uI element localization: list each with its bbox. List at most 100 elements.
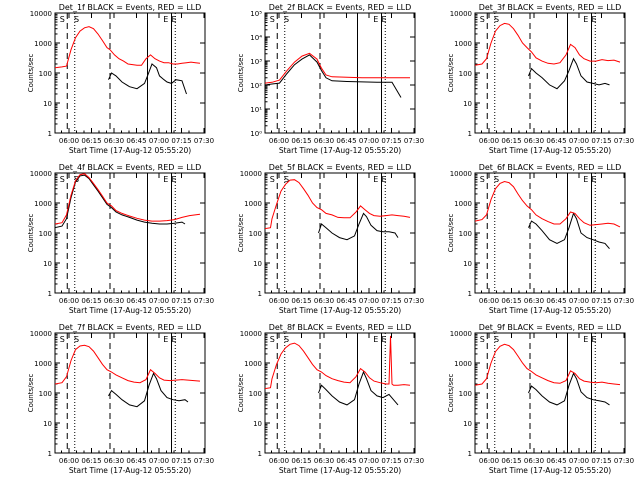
corner-letter: S — [74, 15, 79, 24]
x-tick-label: 06:30 — [314, 297, 334, 305]
corner-letter: E — [373, 15, 378, 24]
corner-letter: S — [494, 175, 499, 184]
y-tick-label: 1000 — [244, 200, 262, 208]
x-tick-label: 06:30 — [104, 137, 124, 145]
x-tick-label: 06:30 — [314, 457, 334, 465]
y-axis-label: Counts/sec — [27, 374, 35, 413]
y-tick-label: 100 — [249, 230, 262, 238]
corner-letter: S — [284, 335, 289, 344]
x-tick-label: 07:30 — [614, 297, 634, 305]
corner-letter: E — [163, 335, 168, 344]
y-tick-label: 10² — [250, 82, 262, 90]
x-axis-label: Start Time (17-Aug-12 05:55:20) — [69, 146, 191, 155]
x-tick-label: 06:15 — [81, 137, 101, 145]
y-tick-label: 10 — [43, 420, 52, 428]
x-tick-label: 06:45 — [546, 457, 566, 465]
plot-frame — [474, 332, 626, 454]
y-axis-label: Counts/sec — [447, 374, 455, 413]
y-tick-label: 10000 — [450, 330, 472, 338]
corner-letter: S — [494, 335, 499, 344]
corner-letter: S — [480, 15, 485, 24]
x-axis-label: Start Time (17-Aug-12 05:55:20) — [489, 466, 611, 475]
x-tick-label: 07:00 — [359, 297, 379, 305]
x-tick-label: 06:15 — [501, 297, 521, 305]
x-tick-label: 06:15 — [291, 137, 311, 145]
chart-title: Det_4f BLACK = Events, RED = LLD — [59, 163, 202, 172]
y-tick-label: 1 — [468, 130, 472, 138]
x-tick-label: 07:00 — [359, 457, 379, 465]
x-tick-label: 06:45 — [126, 137, 146, 145]
x-tick-label: 07:00 — [359, 137, 379, 145]
corner-letter: E — [583, 335, 588, 344]
corner-letter: E — [592, 15, 597, 24]
x-tick-label: 07:30 — [194, 137, 214, 145]
corner-letter: E — [382, 15, 387, 24]
x-tick-label: 07:30 — [404, 137, 424, 145]
y-axis-label: Counts/sec — [27, 54, 35, 93]
plot-frame — [474, 12, 626, 134]
y-tick-label: 10000 — [240, 330, 262, 338]
corner-letter: S — [60, 335, 65, 344]
x-tick-label: 06:00 — [479, 137, 499, 145]
corner-letter: E — [172, 335, 177, 344]
y-tick-label: 10 — [463, 260, 472, 268]
lld-series-line — [265, 52, 410, 84]
lld-series-line — [475, 22, 621, 66]
corner-letter: E — [172, 175, 177, 184]
y-tick-label: 10 — [43, 260, 52, 268]
x-tick-label: 06:15 — [291, 297, 311, 305]
x-tick-label: 06:15 — [81, 297, 101, 305]
x-tick-label: 07:15 — [171, 297, 191, 305]
events-series-line — [528, 57, 610, 90]
x-axis-label: Start Time (17-Aug-12 05:55:20) — [489, 146, 611, 155]
x-tick-label: 07:30 — [404, 457, 424, 465]
y-tick-label: 1000 — [34, 40, 52, 48]
plot-frame — [54, 12, 206, 134]
x-tick-label: 07:30 — [614, 457, 634, 465]
y-tick-label: 10 — [463, 420, 472, 428]
corner-letter: S — [270, 15, 275, 24]
x-tick-label: 06:30 — [104, 457, 124, 465]
y-axis-label: Counts/sec — [237, 374, 245, 413]
x-tick-label: 06:45 — [546, 137, 566, 145]
x-tick-label: 06:00 — [59, 457, 79, 465]
x-tick-label: 07:15 — [381, 457, 401, 465]
y-tick-label: 10000 — [240, 170, 262, 178]
lld-series-line — [55, 173, 201, 225]
y-tick-label: 100 — [249, 390, 262, 398]
x-tick-label: 06:15 — [501, 457, 521, 465]
y-tick-label: 100 — [39, 230, 52, 238]
x-tick-label: 06:15 — [291, 457, 311, 465]
y-tick-label: 1000 — [454, 360, 472, 368]
lld-series-line — [265, 179, 411, 230]
y-axis-label: Counts/sec — [447, 214, 455, 253]
corner-letter: E — [583, 15, 588, 24]
x-tick-label: 07:00 — [569, 457, 589, 465]
x-tick-label: 06:45 — [336, 297, 356, 305]
corner-letter: E — [583, 175, 588, 184]
y-tick-label: 10 — [253, 420, 262, 428]
corner-letter: S — [60, 175, 65, 184]
plot-frame — [474, 172, 626, 294]
events-series-line — [108, 63, 187, 95]
y-tick-label: 10⁴ — [250, 34, 262, 42]
y-tick-label: 1000 — [454, 40, 472, 48]
chart-title: Det_5f BLACK = Events, RED = LLD — [269, 163, 412, 172]
y-tick-label: 100 — [459, 230, 472, 238]
x-tick-label: 06:00 — [59, 137, 79, 145]
y-tick-label: 1 — [468, 450, 472, 458]
y-tick-label: 10 — [463, 100, 472, 108]
corner-letter: S — [74, 335, 79, 344]
events-series-line — [528, 212, 610, 250]
x-axis-label: Start Time (17-Aug-12 05:55:20) — [279, 306, 401, 315]
corner-letter: E — [592, 335, 597, 344]
x-tick-label: 06:15 — [81, 457, 101, 465]
y-tick-label: 1000 — [244, 360, 262, 368]
x-axis-label: Start Time (17-Aug-12 05:55:20) — [279, 146, 401, 155]
y-tick-label: 10³ — [250, 58, 262, 66]
plot-frame — [54, 332, 206, 454]
corner-letter: E — [382, 335, 387, 344]
events-series-line — [108, 372, 189, 408]
x-tick-label: 07:00 — [149, 297, 169, 305]
